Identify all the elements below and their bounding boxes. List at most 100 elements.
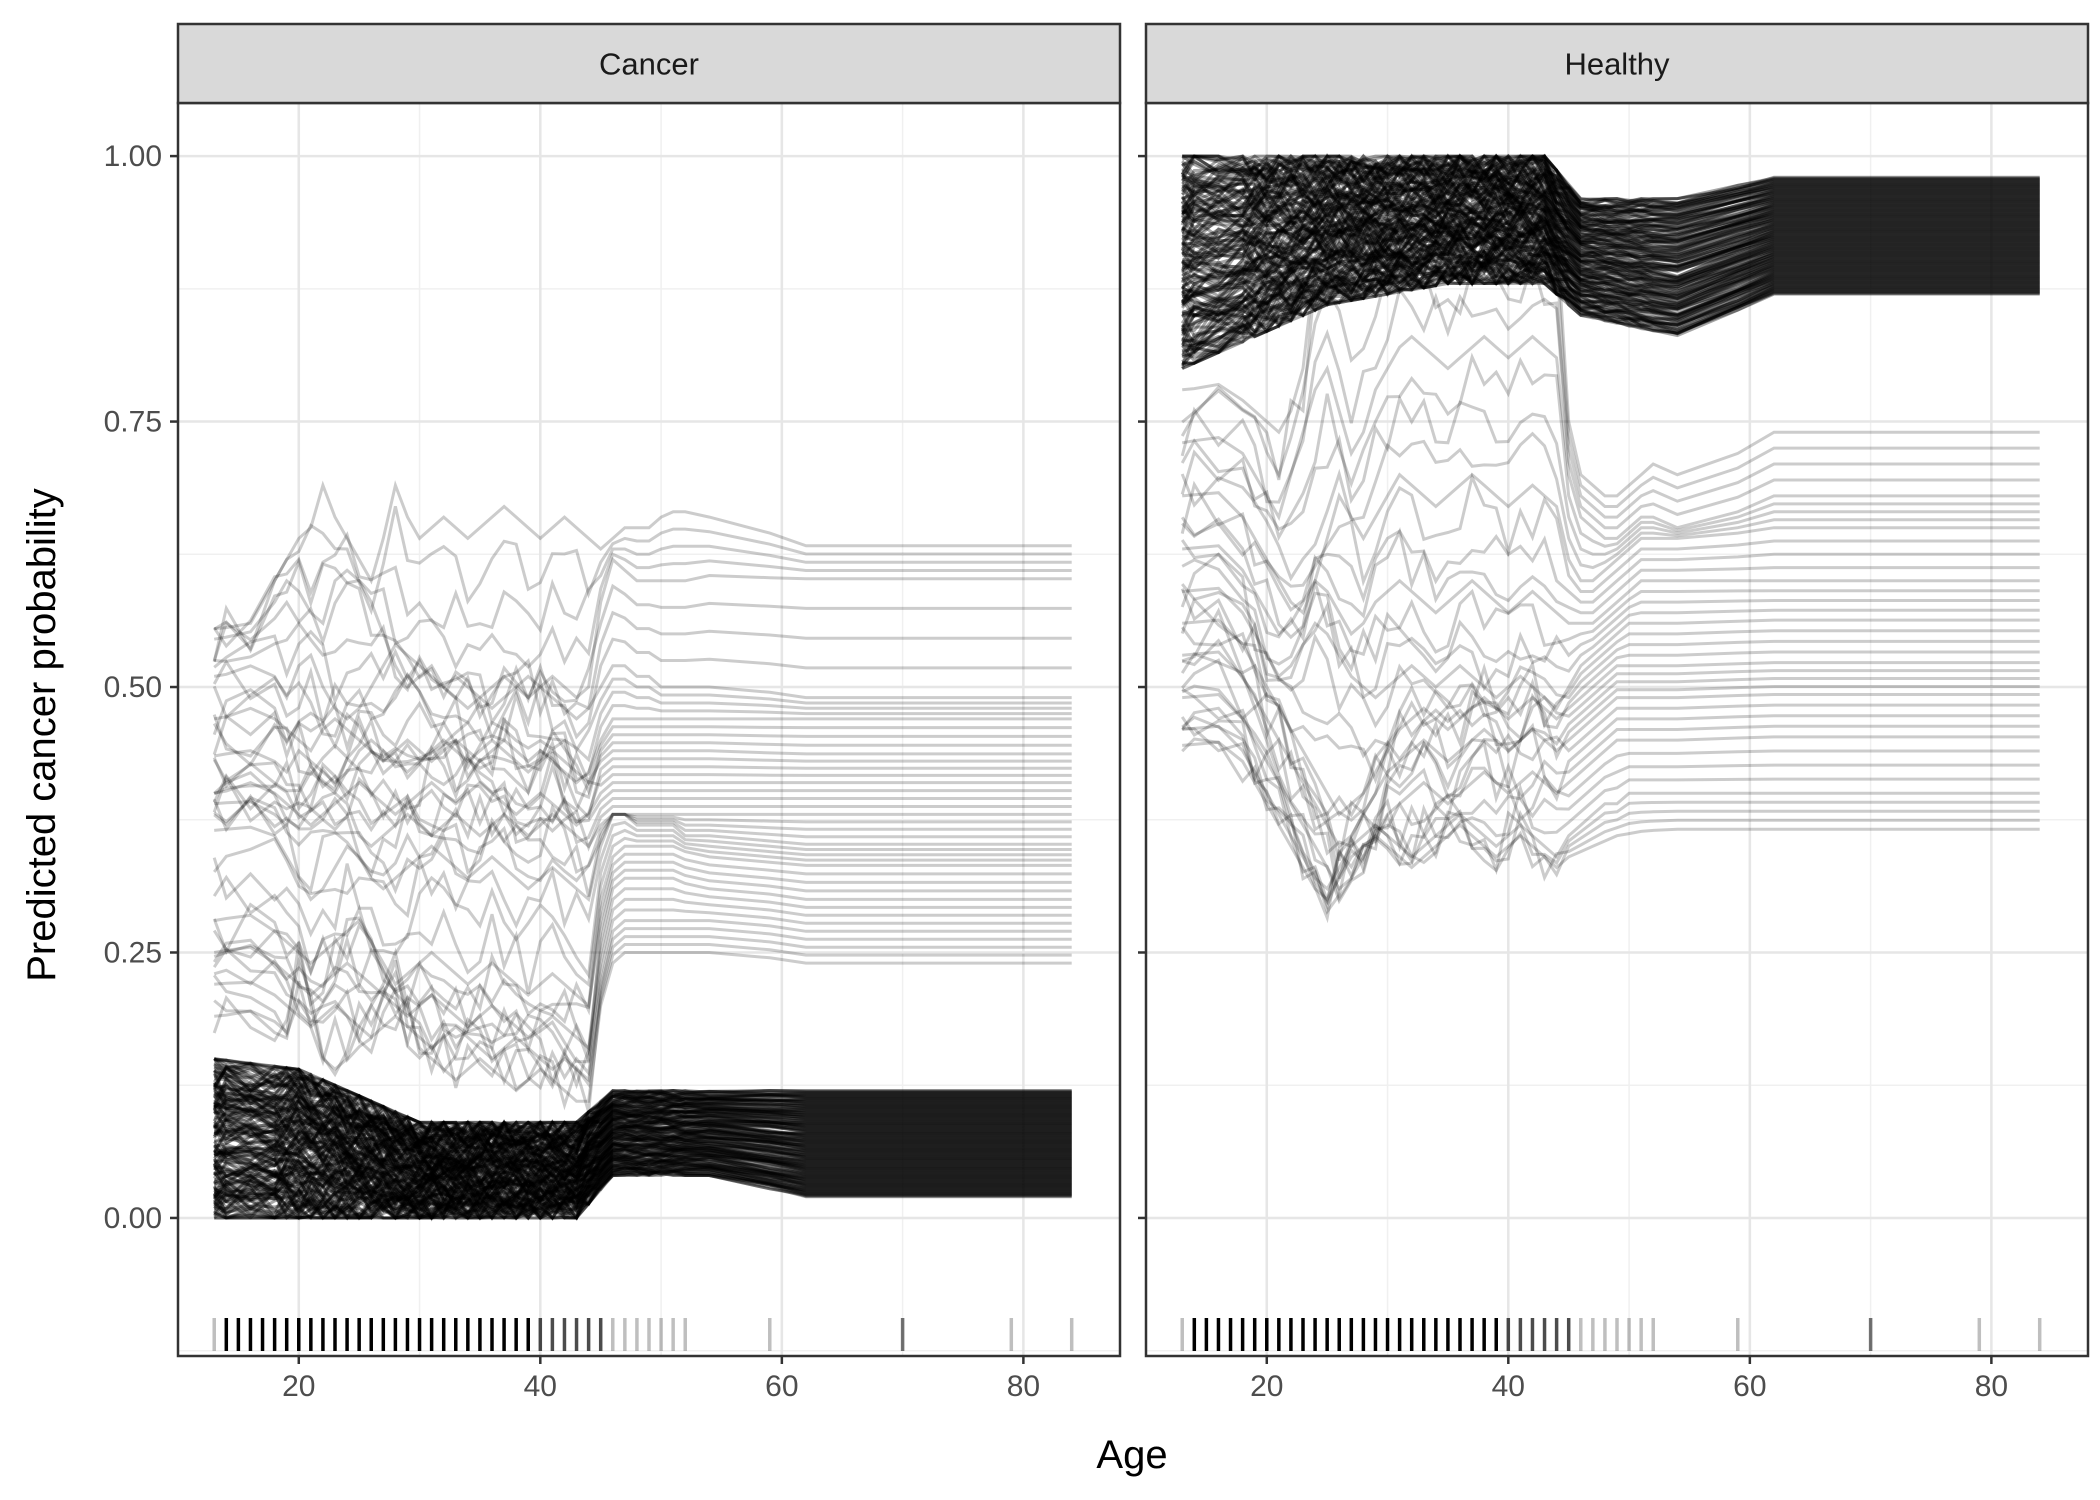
ice-curve	[1181, 153, 2040, 204]
ice-curve	[1181, 153, 2040, 215]
ice-curve	[212, 1150, 1072, 1211]
ice-curve	[1180, 249, 2040, 354]
ice-curve	[1181, 638, 2040, 856]
ice-curve	[213, 1074, 1072, 1155]
ice-curve	[213, 1158, 1072, 1221]
ice-curve	[213, 1153, 1072, 1217]
ice-curve	[212, 714, 1072, 800]
ice-curve	[1182, 154, 2040, 208]
ice-curve	[213, 1148, 1072, 1211]
ice-curve	[1181, 227, 2040, 307]
ice-curve	[1181, 242, 2040, 336]
x-tick-label: 80	[1975, 1370, 2008, 1403]
ice-curve	[212, 1076, 1072, 1157]
ice-curve	[213, 1082, 1072, 1155]
ice-curve	[1180, 249, 2040, 347]
ice-curve	[1182, 160, 2040, 223]
ice-curve	[212, 1095, 1072, 1171]
ice-curve	[213, 556, 1072, 711]
ice-curve	[1180, 169, 2040, 239]
ice-curve	[213, 1157, 1072, 1218]
ice-curve	[1181, 270, 2040, 355]
ice-curve	[212, 580, 1072, 710]
ice-curve	[213, 1168, 1072, 1221]
ice-curve	[1180, 153, 2040, 212]
y-tick-label: 0.75	[104, 406, 162, 439]
ice-curve	[1181, 232, 2040, 310]
ice-curve	[213, 1101, 1072, 1166]
ice-curve	[1182, 726, 2040, 910]
ice-curve	[213, 1162, 1072, 1221]
ice-curve	[213, 1161, 1072, 1221]
ice-curve	[1181, 175, 2040, 241]
ice-curve	[1181, 173, 2040, 239]
ice-curve	[213, 1132, 1072, 1193]
ice-curve	[1181, 159, 2040, 219]
ice-curve	[1181, 192, 2040, 257]
ice-curve	[1181, 155, 2040, 217]
ice-curve	[213, 935, 1072, 1113]
ice-curve	[213, 1068, 1072, 1154]
ice-curve	[212, 1153, 1072, 1217]
ice-curve	[1182, 196, 2040, 498]
ice-curve	[212, 1118, 1072, 1183]
ice-curve	[1180, 244, 2040, 346]
ice-curve	[214, 1058, 1072, 1139]
ice-curve	[213, 642, 1072, 721]
ice-curve	[213, 1063, 1072, 1143]
ice-curve	[213, 1105, 1072, 1174]
ice-curve	[214, 1169, 1072, 1221]
ice-curve	[1181, 249, 2040, 353]
ice-curve	[212, 531, 1072, 649]
ice-curve	[213, 1083, 1072, 1159]
ice-curve	[214, 1084, 1072, 1158]
ice-curve	[1180, 596, 2040, 785]
ice-curve	[213, 1081, 1072, 1155]
ice-curve	[213, 1161, 1072, 1221]
ice-curve	[212, 1073, 1072, 1154]
ice-curve	[1181, 197, 2040, 261]
ice-curve	[1180, 180, 2040, 243]
ice-curve	[1181, 171, 2040, 238]
ice-curve	[1182, 239, 2040, 332]
ice-curve	[212, 887, 1072, 1057]
ice-curve	[213, 1108, 1072, 1176]
ice-curve	[213, 1141, 1072, 1200]
ice-curve	[1180, 153, 2040, 218]
ice-curve	[1180, 219, 2040, 304]
ice-curve	[1181, 251, 2040, 344]
ice-curve	[213, 748, 1072, 824]
ice-curve	[213, 1137, 1072, 1194]
ice-curve	[1181, 214, 2040, 287]
ice-curve	[1182, 208, 2040, 274]
ice-curve	[1180, 171, 2040, 235]
x-tick-label: 40	[1492, 1370, 1525, 1403]
panel-background	[1146, 103, 2088, 1356]
ice-curve	[214, 1063, 1072, 1154]
ice-curve	[213, 1142, 1072, 1204]
ice-curve	[212, 1110, 1072, 1173]
ice-curve	[213, 1145, 1072, 1201]
ice-curve	[1181, 171, 2040, 235]
ice-curve	[1181, 235, 2040, 315]
ice-curve	[1181, 260, 2040, 366]
ice-curve	[1181, 210, 2040, 281]
ice-curve	[214, 1147, 1072, 1208]
ice-curve	[1181, 517, 2040, 640]
ice-curve	[1182, 618, 2040, 817]
ice-curve	[213, 1165, 1072, 1221]
ice-curve	[1182, 472, 2040, 616]
ice-curve	[1181, 196, 2040, 260]
ice-curve	[213, 1135, 1072, 1194]
ice-curve	[1181, 193, 2040, 262]
x-axis-ticks: 20 40 60 80	[282, 1356, 1040, 1403]
ice-curve	[1182, 213, 2040, 294]
ice-curve	[213, 1160, 1072, 1220]
ice-curve	[213, 1135, 1072, 1191]
ice-curve	[212, 1143, 1072, 1204]
ice-curve	[212, 1167, 1072, 1221]
ice-curve	[213, 1087, 1072, 1163]
ice-curve	[213, 780, 1072, 828]
x-axis-ticks: 20 40 60 80	[1250, 1356, 2008, 1403]
ice-curve	[214, 1062, 1072, 1148]
